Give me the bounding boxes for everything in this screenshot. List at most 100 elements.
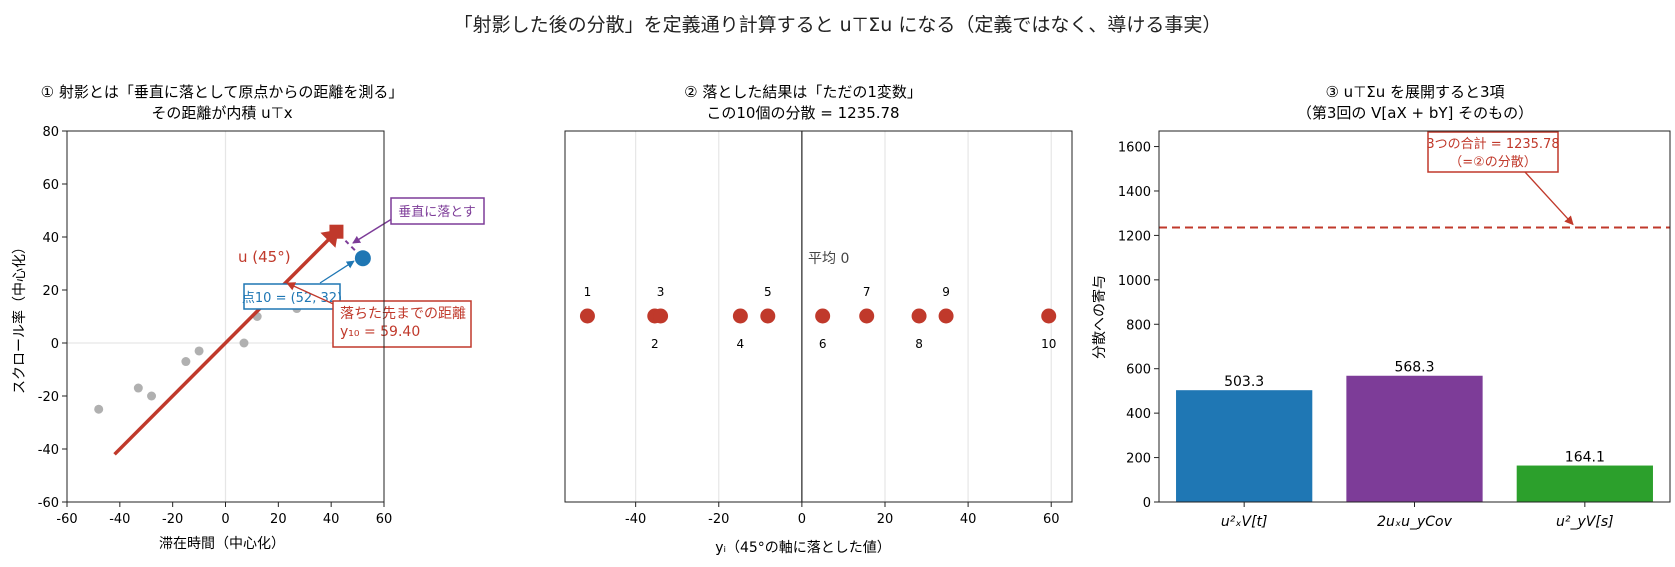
panel3-ytick-label: 1000 bbox=[1118, 274, 1151, 289]
panel2-title-line1: ② 落とした結果は「ただの1変数」 bbox=[684, 83, 922, 101]
panel3-bar bbox=[1176, 390, 1313, 502]
panel1-xtick-label: 20 bbox=[270, 512, 287, 527]
panel2-projected-point bbox=[732, 308, 748, 324]
panel2-xtick-label: 40 bbox=[960, 512, 977, 527]
panel3-ytick-label: 600 bbox=[1126, 363, 1151, 378]
panel1-xtick-label: -60 bbox=[56, 512, 77, 527]
panel3-frame bbox=[1158, 130, 1671, 503]
panel1-ytick-label: 60 bbox=[42, 178, 59, 193]
panel3-bar-value: 164.1 bbox=[1565, 450, 1605, 466]
panel3-ytick-label: 1200 bbox=[1118, 229, 1151, 244]
panel1-title-line2: その距離が内積 u⊤x bbox=[151, 104, 292, 122]
panel-projection: ① 射影とは「垂直に落として原点からの距離を測る」 その距離が内積 u⊤x -6… bbox=[11, 83, 485, 552]
panel1-ticks: -60 -40 -20 0 20 40 60 -60 -40 -20 0 20 40 60 80 bbox=[38, 125, 393, 527]
panel1-drop-box bbox=[390, 197, 485, 225]
panel3-annotations: 3つの合計 = 1235.78 （=②の分散） bbox=[1159, 131, 1670, 229]
panel2-projected-point bbox=[579, 308, 595, 324]
panel3-bars: 503.3 568.3 164.1 bbox=[1176, 360, 1653, 502]
panel3-bar-value: 568.3 bbox=[1394, 360, 1434, 376]
panel1-distance-box bbox=[332, 300, 472, 348]
panel1-projection-foot bbox=[329, 224, 344, 239]
panel2-grid bbox=[635, 131, 1052, 502]
panel2-title-line2: この10個の分散 = 1235.78 bbox=[706, 104, 899, 122]
panel2-xtick-label: 20 bbox=[877, 512, 894, 527]
panel1-u-label: u (45°) bbox=[238, 248, 291, 266]
panel3-total-arrow bbox=[1524, 171, 1574, 226]
panel2-projected-point bbox=[911, 308, 927, 324]
panel2-point-index: 1 bbox=[584, 285, 592, 299]
panel1-point-10 bbox=[354, 250, 371, 267]
panel3-ylabel: 分散への寄与 bbox=[1091, 275, 1108, 359]
panel2-point-index: 8 bbox=[915, 337, 923, 351]
panel1-xlabel: 滞在時間（中心化） bbox=[159, 536, 285, 552]
panel3-title-line2: （第3回の V[aX + bY] そのもの） bbox=[1297, 104, 1533, 122]
panel2-projected-point bbox=[859, 308, 875, 324]
panel-projected-values: ② 落とした結果は「ただの1変数」 この10個の分散 = 1235.78 -40… bbox=[564, 83, 1073, 556]
panel2-point-index: 3 bbox=[657, 285, 665, 299]
panel1-drop-label: 垂直に落とす bbox=[398, 205, 476, 220]
panel-decomposition: ③ u⊤Σu を展開すると3項 （第3回の V[aX + bY] そのもの） 0… bbox=[1091, 83, 1671, 530]
panel2-projected-point bbox=[653, 308, 669, 324]
panel1-ytick-label: 40 bbox=[42, 231, 59, 246]
panel3-ytick-label: 200 bbox=[1126, 452, 1151, 467]
panel2-xtick-label: -20 bbox=[708, 512, 729, 527]
panel3-total-box bbox=[1427, 131, 1559, 173]
panel3-category-label: u²ₓV[t] bbox=[1221, 514, 1268, 530]
panel3-ytick-label: 400 bbox=[1126, 407, 1151, 422]
panel1-xtick-label: 40 bbox=[323, 512, 340, 527]
panel3-category-label: u²_yV[s] bbox=[1556, 514, 1614, 530]
panel1-point-arrow bbox=[319, 260, 355, 284]
panel1-data-point bbox=[147, 391, 157, 401]
panel1-frame bbox=[66, 130, 385, 503]
panel1-data-point bbox=[194, 346, 204, 356]
panel1-data-point bbox=[94, 404, 104, 414]
panel1-distance-label-1: 落ちた先までの距離 bbox=[340, 305, 466, 322]
panel2-point-index: 6 bbox=[819, 337, 827, 351]
panel2-point-index: 5 bbox=[764, 285, 772, 299]
panel3-title-line1: ③ u⊤Σu を展開すると3項 bbox=[1325, 83, 1504, 101]
panel1-data-point bbox=[239, 338, 249, 348]
panel2-projected-point bbox=[760, 308, 776, 324]
panel2-mean-label: 平均 0 bbox=[808, 251, 849, 267]
panel3-total-label-1: 3つの合計 = 1235.78 bbox=[1426, 136, 1559, 152]
panel3-ytick-label: 1600 bbox=[1118, 141, 1151, 156]
panel1-points bbox=[94, 304, 302, 414]
panel1-ytick-label: -60 bbox=[38, 496, 59, 511]
panel2-projected-point bbox=[815, 308, 831, 324]
panel3-bar bbox=[1346, 375, 1483, 502]
panel2-point-index: 9 bbox=[942, 285, 950, 299]
panel3-bar bbox=[1516, 465, 1653, 502]
panel2-projected-point bbox=[1041, 308, 1057, 324]
panel2-xlabel: yᵢ（45°の軸に落とした値） bbox=[715, 540, 891, 556]
figure-title: 「射影した後の分散」を定義通り計算すると u⊤Σu になる（定義ではなく、導ける… bbox=[453, 14, 1222, 36]
panel1-data-point bbox=[181, 357, 191, 367]
panel2-xtick-label: 60 bbox=[1043, 512, 1060, 527]
panel1-xtick-label: -40 bbox=[109, 512, 130, 527]
panel1-xtick-label: -20 bbox=[162, 512, 183, 527]
panel1-perpendicular-line bbox=[344, 239, 356, 251]
panel1-distance-arrow bbox=[286, 282, 341, 308]
panel1-ytick-label: -40 bbox=[38, 443, 59, 458]
panel1-ytick-label: -20 bbox=[38, 390, 59, 405]
panel2-ticks: -40 -20 0 20 40 60 bbox=[625, 502, 1059, 527]
panel3-total-label-2: （=②の分散） bbox=[1449, 155, 1537, 170]
panel2-xtick-label: 0 bbox=[798, 512, 806, 527]
panel1-distance-label-2: y₁₀ = 59.40 bbox=[340, 324, 420, 340]
panel1-data-point bbox=[133, 383, 143, 393]
panel1-ytick-label: 80 bbox=[42, 125, 59, 140]
panel3-category-label: 2uₓu_yCov bbox=[1377, 514, 1452, 530]
panel1-ylabel: スクロール率（中心化） bbox=[11, 240, 28, 394]
panel1-ytick-label: 20 bbox=[42, 284, 59, 299]
panel1-title-line1: ① 射影とは「垂直に落として原点からの距離を測る」 bbox=[41, 83, 404, 101]
panel2-point-index: 7 bbox=[863, 285, 871, 299]
panel2-point-index: 10 bbox=[1041, 337, 1056, 351]
panel1-xtick-label: 60 bbox=[376, 512, 393, 527]
panel2-frame bbox=[564, 130, 1073, 503]
panel1-drop-arrow bbox=[352, 216, 396, 244]
panel2-projected-point bbox=[938, 308, 954, 324]
panel1-point-label: 点10 = (52, 32) bbox=[242, 291, 342, 306]
panel1-ytick-label: 0 bbox=[51, 337, 59, 352]
panel3-ytick-label: 0 bbox=[1143, 496, 1151, 511]
panel2-point-index: 2 bbox=[651, 337, 659, 351]
